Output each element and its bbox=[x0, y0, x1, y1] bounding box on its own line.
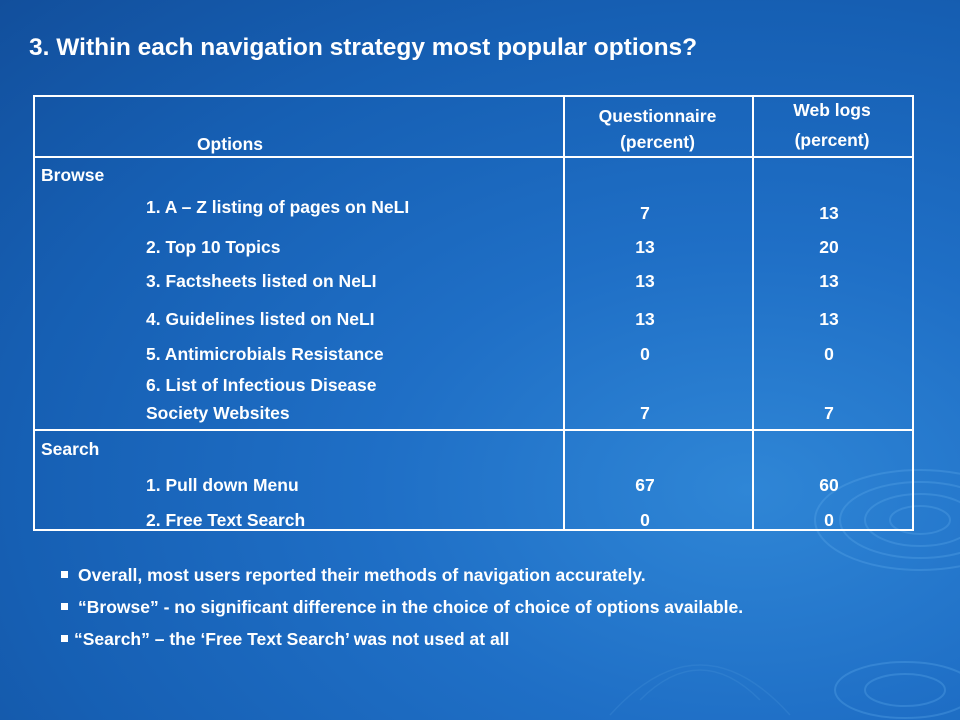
row-label: 2. Free Text Search bbox=[146, 510, 306, 530]
row-questionnaire-value: 0 bbox=[640, 344, 650, 364]
square-bullet-icon bbox=[61, 635, 68, 642]
slide-title: 3. Within each navigation strategy most … bbox=[29, 34, 698, 61]
row-weblogs-value: 20 bbox=[819, 237, 839, 257]
row-weblogs-value: 0 bbox=[824, 510, 834, 530]
row-questionnaire-value: 13 bbox=[635, 271, 655, 291]
row-label: 5. Antimicrobials Resistance bbox=[146, 344, 384, 364]
row-questionnaire-value: 7 bbox=[640, 403, 650, 423]
row-weblogs-value: 0 bbox=[824, 344, 834, 364]
bullet-text: “Search” – the ‘Free Text Search’ was no… bbox=[74, 629, 510, 649]
header-weblogs-line2: (percent) bbox=[794, 130, 870, 150]
bullet-item: Overall, most users reported their metho… bbox=[60, 563, 920, 587]
row-label: 4. Guidelines listed on NeLI bbox=[146, 309, 375, 329]
row-label-line1: 6. List of Infectious Disease bbox=[146, 375, 377, 395]
row-questionnaire-value: 0 bbox=[640, 510, 650, 530]
row-questionnaire-value: 7 bbox=[640, 203, 650, 223]
row-label: 3. Factsheets listed on NeLI bbox=[146, 271, 377, 291]
header-options: Options bbox=[196, 134, 264, 154]
header-questionnaire-line1: Questionnaire bbox=[598, 106, 717, 126]
row-weblogs-value: 7 bbox=[824, 403, 834, 423]
table-column-divider bbox=[563, 97, 565, 529]
row-label: 1. Pull down Menu bbox=[146, 475, 299, 495]
header-questionnaire-line2: (percent) bbox=[620, 132, 695, 152]
row-label-line2: Society Websites bbox=[146, 403, 290, 423]
row-label: 2. Top 10 Topics bbox=[146, 237, 281, 257]
square-bullet-icon bbox=[61, 603, 68, 610]
bullet-item: “Search” – the ‘Free Text Search’ was no… bbox=[60, 627, 920, 651]
table-column-divider bbox=[752, 97, 754, 529]
results-table: Options Questionnaire (percent) Web logs… bbox=[33, 95, 914, 531]
bullet-text: “Browse” - no significant difference in … bbox=[78, 597, 744, 617]
row-weblogs-value: 60 bbox=[819, 475, 839, 495]
bullet-text: Overall, most users reported their metho… bbox=[78, 565, 646, 585]
row-questionnaire-value: 13 bbox=[635, 309, 655, 329]
row-weblogs-value: 13 bbox=[819, 203, 839, 223]
section-label-search: Search bbox=[41, 439, 100, 459]
table-header-divider bbox=[35, 156, 912, 158]
summary-bullets: Overall, most users reported their metho… bbox=[60, 563, 920, 659]
table-section-divider bbox=[35, 429, 912, 431]
row-questionnaire-value: 67 bbox=[635, 475, 655, 495]
bullet-item: “Browse” - no significant difference in … bbox=[60, 595, 920, 619]
header-weblogs-line1: Web logs bbox=[793, 100, 871, 120]
row-questionnaire-value: 13 bbox=[635, 237, 655, 257]
section-label-browse: Browse bbox=[41, 165, 105, 185]
row-weblogs-value: 13 bbox=[819, 271, 839, 291]
row-label: 1. A – Z listing of pages on NeLI bbox=[146, 197, 410, 217]
row-weblogs-value: 13 bbox=[819, 309, 839, 329]
square-bullet-icon bbox=[61, 571, 68, 578]
